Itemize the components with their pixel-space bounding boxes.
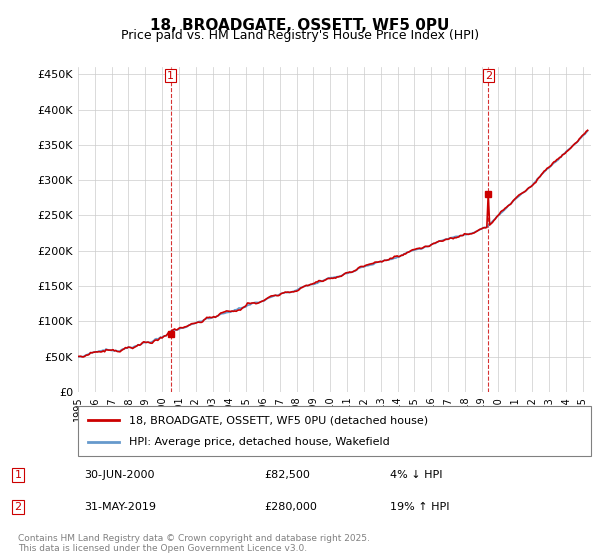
Text: 1: 1 <box>14 470 22 480</box>
Text: 18, BROADGATE, OSSETT, WF5 0PU: 18, BROADGATE, OSSETT, WF5 0PU <box>151 18 449 33</box>
Text: £280,000: £280,000 <box>264 502 317 512</box>
Text: 2: 2 <box>14 502 22 512</box>
Text: Contains HM Land Registry data © Crown copyright and database right 2025.
This d: Contains HM Land Registry data © Crown c… <box>18 534 370 553</box>
Text: £82,500: £82,500 <box>264 470 310 480</box>
Text: 2: 2 <box>485 71 492 81</box>
Text: 30-JUN-2000: 30-JUN-2000 <box>84 470 155 480</box>
Text: 1: 1 <box>167 71 174 81</box>
Text: HPI: Average price, detached house, Wakefield: HPI: Average price, detached house, Wake… <box>130 437 390 447</box>
Text: 31-MAY-2019: 31-MAY-2019 <box>84 502 156 512</box>
Text: 19% ↑ HPI: 19% ↑ HPI <box>390 502 449 512</box>
FancyBboxPatch shape <box>78 406 591 456</box>
Text: Price paid vs. HM Land Registry's House Price Index (HPI): Price paid vs. HM Land Registry's House … <box>121 29 479 42</box>
Text: 18, BROADGATE, OSSETT, WF5 0PU (detached house): 18, BROADGATE, OSSETT, WF5 0PU (detached… <box>130 415 428 425</box>
Text: 4% ↓ HPI: 4% ↓ HPI <box>390 470 443 480</box>
